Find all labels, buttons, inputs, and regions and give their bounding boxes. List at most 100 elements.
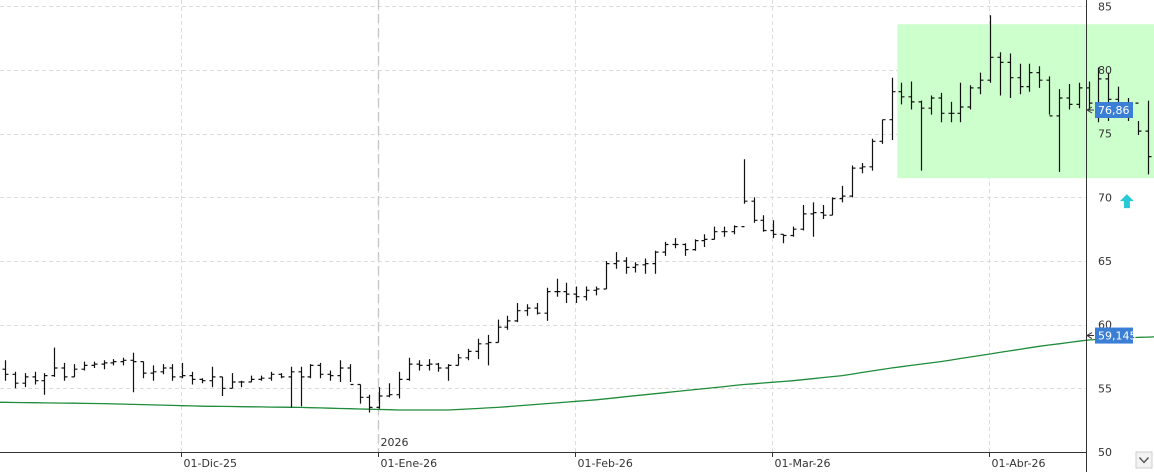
ohlc-bar	[406, 357, 413, 381]
ohlc-bar-stroke	[1076, 82, 1083, 109]
ohlc-bar	[839, 185, 846, 203]
y-tick-label: 55	[1098, 382, 1112, 395]
ohlc-bar-stroke	[760, 215, 767, 232]
ohlc-bar	[554, 278, 561, 297]
ohlc-bar-stroke	[721, 226, 728, 237]
ohlc-bar	[445, 364, 452, 381]
ohlc-bar-stroke	[445, 364, 452, 381]
ohlc-bar	[278, 373, 285, 379]
ohlc-bar-stroke	[820, 205, 827, 219]
ohlc-bar-stroke	[829, 197, 836, 216]
ohlc-bar-stroke	[416, 360, 423, 371]
ohlc-bar	[898, 82, 905, 105]
ohlc-bar-stroke	[465, 348, 472, 361]
ohlc-bar-stroke	[1007, 53, 1014, 98]
ohlc-bar	[81, 361, 88, 371]
ohlc-bar-stroke	[71, 364, 78, 378]
ohlc-bar	[593, 286, 600, 296]
ohlc-bar-stroke	[524, 304, 531, 316]
ohlc-bar	[701, 234, 708, 247]
ohlc-bar-stroke	[957, 82, 964, 123]
ohlc-bar	[51, 347, 58, 377]
ohlc-bar	[12, 371, 19, 389]
ohlc-bar-stroke	[652, 250, 659, 274]
ohlc-bar	[987, 15, 994, 83]
ohlc-bar	[563, 282, 570, 303]
ohlc-bar	[603, 261, 610, 290]
x-tick-label: 01-Dic-25	[184, 457, 238, 470]
x-tick-label: 01-Ene-26	[381, 457, 438, 470]
x-tick-label: 01-Mar-26	[775, 457, 831, 470]
ohlc-bar	[800, 205, 807, 231]
ohlc-bar	[711, 226, 718, 240]
ohlc-bar	[918, 100, 925, 171]
ohlc-bar-stroke	[928, 95, 935, 115]
ohlc-bar	[632, 262, 639, 273]
ohlc-bar-stroke	[189, 371, 196, 385]
scroll-button-frame[interactable]	[1135, 451, 1153, 469]
ohlc-bar	[948, 101, 955, 123]
ohlc-bar-stroke	[997, 52, 1004, 96]
ohlc-bar-stroke	[317, 362, 324, 379]
scroll-down-button[interactable]	[1135, 451, 1153, 469]
ohlc-bar-stroke	[692, 239, 699, 251]
ohlc-bar-stroke	[51, 347, 58, 377]
ohlc-bar	[130, 352, 137, 393]
ohlc-bar	[849, 165, 856, 198]
ohlc-bar-stroke	[495, 319, 502, 344]
ohlc-bar	[416, 360, 423, 371]
ohlc-bar	[248, 375, 255, 383]
ohlc-bar-stroke	[800, 205, 807, 231]
ohlc-bar	[140, 361, 147, 379]
ohlc-bar	[780, 233, 787, 244]
ohlc-bar-stroke	[889, 77, 896, 141]
ohlc-bar-stroke	[307, 364, 314, 379]
ohlc-bar-stroke	[534, 303, 541, 315]
ohlc-bar	[642, 258, 649, 274]
ohlc-bar	[889, 77, 896, 141]
ohlc-bar	[317, 362, 324, 379]
ohlc-bar-stroke	[298, 366, 305, 407]
ohlc-bar-stroke	[475, 338, 482, 360]
ohlc-bar-stroke	[258, 375, 265, 381]
ohlc-bar-stroke	[61, 362, 68, 381]
ohlc-bar-stroke	[839, 185, 846, 203]
y-tick-label: 70	[1098, 191, 1112, 204]
up-arrow-icon	[1119, 194, 1134, 209]
ohlc-bar	[623, 257, 630, 274]
ohlc-bar-stroke	[504, 315, 511, 330]
ohlc-bar	[731, 225, 738, 235]
moving-average-label: 59,145	[1098, 330, 1137, 343]
ohlc-bar	[288, 366, 295, 408]
ohlc-bar	[179, 362, 186, 379]
ohlc-bar	[613, 252, 620, 269]
ohlc-bar-stroke	[741, 159, 748, 228]
ohlc-bar-stroke	[563, 282, 570, 303]
ohlc-bar-stroke	[632, 262, 639, 273]
ohlc-bar-stroke	[623, 257, 630, 274]
year-marker-label: 2026	[381, 436, 409, 449]
chevron-down-icon[interactable]	[1138, 457, 1150, 464]
ohlc-bar	[977, 72, 984, 95]
ohlc-bar-stroke	[22, 373, 29, 388]
ohlc-bar	[741, 159, 748, 228]
ohlc-bar-stroke	[1046, 76, 1053, 117]
ohlc-bar	[41, 373, 48, 395]
ohlc-bar-stroke	[701, 234, 708, 247]
moving-average-tag: 59,145	[1086, 327, 1137, 344]
ohlc-bar-stroke	[731, 225, 738, 235]
ohlc-bar	[504, 315, 511, 330]
ohlc-bar	[298, 366, 305, 407]
ohlc-bar-stroke	[514, 303, 521, 323]
ohlc-bar-stroke	[593, 286, 600, 296]
ohlc-bar	[376, 387, 383, 409]
ohlc-bar	[879, 119, 886, 144]
ohlc-bar	[1026, 63, 1033, 92]
moving-average-line	[0, 336, 1154, 411]
ohlc-bar	[71, 364, 78, 378]
ohlc-bar-stroke	[1145, 100, 1152, 175]
ohlc-bar-stroke	[1017, 63, 1024, 95]
ohlc-bars	[2, 15, 1152, 413]
ohlc-bar	[957, 82, 964, 123]
